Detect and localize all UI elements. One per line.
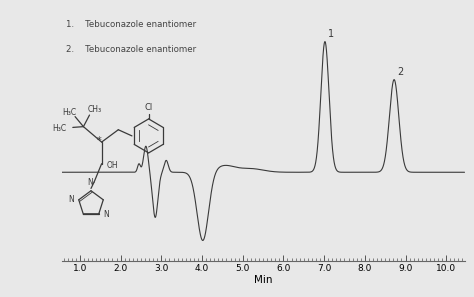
- Text: 2: 2: [397, 67, 404, 77]
- X-axis label: Min: Min: [254, 274, 273, 285]
- Text: N: N: [68, 195, 74, 204]
- Text: 2.    Tebuconazole enantiomer: 2. Tebuconazole enantiomer: [65, 45, 196, 54]
- Text: N: N: [103, 210, 109, 219]
- Text: N: N: [87, 178, 93, 187]
- Text: 1: 1: [328, 29, 334, 39]
- Text: CH₃: CH₃: [88, 105, 102, 114]
- Text: H₃C: H₃C: [63, 108, 77, 117]
- Text: H₃C: H₃C: [53, 124, 67, 133]
- Text: Cl: Cl: [145, 103, 153, 112]
- Text: *: *: [97, 135, 102, 146]
- Text: 1.    Tebuconazole enantiomer: 1. Tebuconazole enantiomer: [65, 20, 196, 29]
- Text: OH: OH: [106, 161, 118, 170]
